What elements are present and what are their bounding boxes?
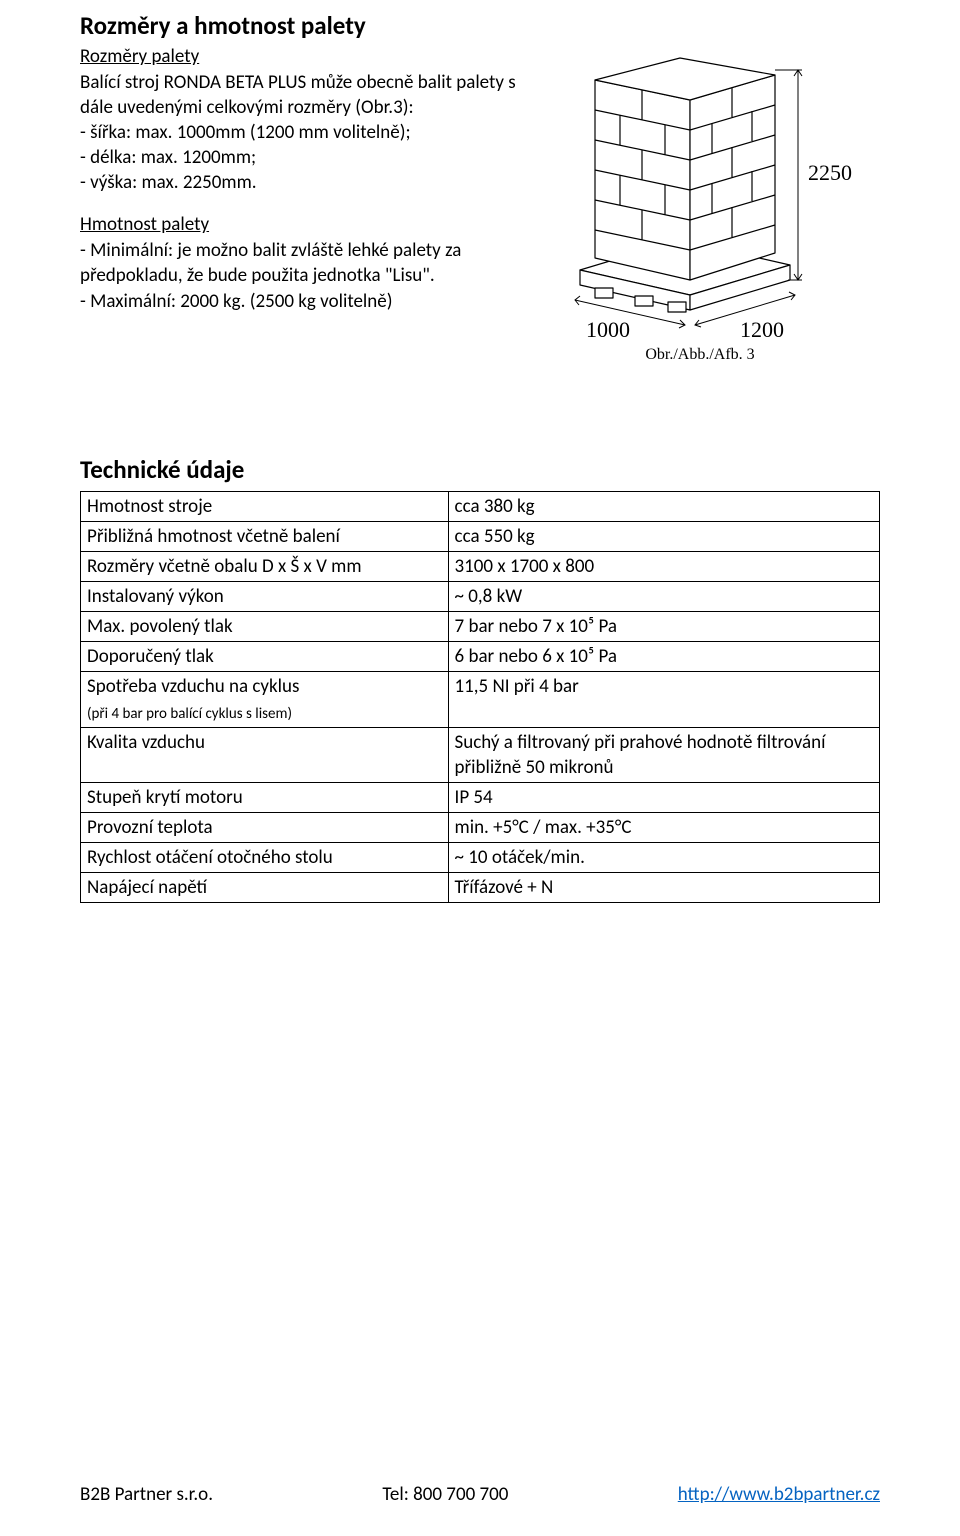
- spec-label: Napájecí napětí: [81, 873, 449, 903]
- weight-min: - Minimální: je možno balit zvláště lehk…: [80, 238, 520, 288]
- section-title-dimensions: Rozměry a hmotnost palety: [80, 10, 520, 41]
- table-row: Rychlost otáčení otočného stolu~ 10 otáč…: [81, 842, 880, 872]
- spec-label: Hmotnost stroje: [81, 492, 449, 522]
- subheading-dimensions: Rozměry palety: [80, 45, 520, 68]
- table-row: Napájecí napětíTřífázové + N: [81, 873, 880, 903]
- table-row: Doporučený tlak6 bar nebo 6 x 10⁵ Pa: [81, 642, 880, 672]
- bullet-width: - šířka: max. 1000mm (1200 mm volitelně)…: [80, 120, 520, 145]
- spec-label: Spotřeba vzduchu na cyklus(při 4 bar pro…: [81, 672, 449, 727]
- spec-value: Suchý a filtrovaný při prahové hodnotě f…: [448, 727, 879, 782]
- table-row: Spotřeba vzduchu na cyklus(při 4 bar pro…: [81, 672, 880, 727]
- footer-company: B2B Partner s.r.o.: [80, 1483, 213, 1506]
- spec-value: cca 550 kg: [448, 522, 879, 552]
- table-row: Kvalita vzduchuSuchý a filtrovaný při pr…: [81, 727, 880, 782]
- spec-value: IP 54: [448, 782, 879, 812]
- spec-label: Stupeň krytí motoru: [81, 782, 449, 812]
- page-footer: B2B Partner s.r.o. Tel: 800 700 700 http…: [80, 1483, 880, 1506]
- spec-label: Instalovaný výkon: [81, 582, 449, 612]
- section-title-specs: Technické údaje: [80, 454, 880, 485]
- spec-value: cca 380 kg: [448, 492, 879, 522]
- spec-label: Provozní teplota: [81, 812, 449, 842]
- figure-caption: Obr./Abb./Afb. 3: [540, 346, 860, 364]
- dim-depth-label: 1200: [740, 317, 784, 340]
- specs-table: Hmotnost strojecca 380 kgPřibližná hmotn…: [80, 491, 880, 903]
- spec-value: Třífázové + N: [448, 873, 879, 903]
- spec-label: Doporučený tlak: [81, 642, 449, 672]
- table-row: Stupeň krytí motoruIP 54: [81, 782, 880, 812]
- table-row: Max. povolený tlak7 bar nebo 7 x 10⁵ Pa: [81, 612, 880, 642]
- spec-value: ~ 0,8 kW: [448, 582, 879, 612]
- table-row: Hmotnost strojecca 380 kg: [81, 492, 880, 522]
- paragraph-intro: Balící stroj RONDA BETA PLUS může obecně…: [80, 70, 520, 120]
- footer-tel: Tel: 800 700 700: [382, 1483, 508, 1506]
- bullet-height: - výška: max. 2250mm.: [80, 170, 520, 195]
- spec-label: Max. povolený tlak: [81, 612, 449, 642]
- spec-label: Kvalita vzduchu: [81, 727, 449, 782]
- subheading-weight: Hmotnost palety: [80, 213, 520, 236]
- spec-label: Přibližná hmotnost včetně balení: [81, 522, 449, 552]
- bullet-length: - délka: max. 1200mm;: [80, 145, 520, 170]
- table-row: Instalovaný výkon~ 0,8 kW: [81, 582, 880, 612]
- dim-width-label: 1000: [586, 317, 630, 340]
- spec-label: Rozměry včetně obalu D x Š x V mm: [81, 552, 449, 582]
- table-row: Provozní teplotamin. +5°C / max. +35°C: [81, 812, 880, 842]
- pallet-diagram: 2250 1000 1200 Obr.: [540, 10, 860, 364]
- spec-label-sub: (při 4 bar pro balící cyklus s lisem): [87, 705, 292, 723]
- spec-value: min. +5°C / max. +35°C: [448, 812, 879, 842]
- table-row: Přibližná hmotnost včetně balenícca 550 …: [81, 522, 880, 552]
- table-row: Rozměry včetně obalu D x Š x V mm3100 x …: [81, 552, 880, 582]
- spec-label: Rychlost otáčení otočného stolu: [81, 842, 449, 872]
- spec-value: 3100 x 1700 x 800: [448, 552, 879, 582]
- dim-height-label: 2250: [808, 160, 852, 185]
- spec-value: 11,5 NI při 4 bar: [448, 672, 879, 727]
- spec-value: 6 bar nebo 6 x 10⁵ Pa: [448, 642, 879, 672]
- spec-value: 7 bar nebo 7 x 10⁵ Pa: [448, 612, 879, 642]
- spec-value: ~ 10 otáček/min.: [448, 842, 879, 872]
- footer-link[interactable]: http://www.b2bpartner.cz: [678, 1483, 880, 1506]
- weight-max: - Maximální: 2000 kg. (2500 kg volitelně…: [80, 289, 520, 314]
